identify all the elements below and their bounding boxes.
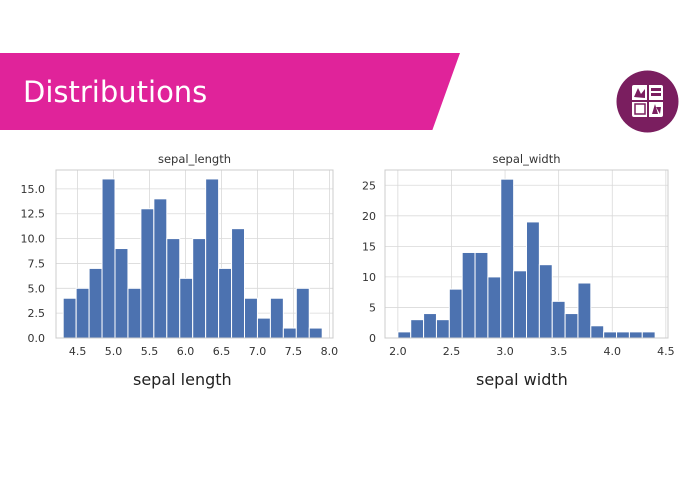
chart-title: sepal_length (158, 152, 231, 166)
sepal-length-caption: sepal length (133, 370, 232, 389)
histogram-bar (410, 319, 425, 339)
sepal-width-caption: sepal width (476, 370, 568, 389)
histogram-bar (448, 288, 463, 339)
histogram-bar (127, 287, 142, 339)
y-tick-label: 15 (362, 240, 376, 253)
histogram-bar (423, 313, 437, 339)
y-tick-label: 20 (362, 210, 376, 223)
x-tick-label: 4.5 (69, 345, 87, 358)
x-tick-label: 4.5 (657, 345, 675, 358)
x-tick-label: 3.0 (496, 345, 514, 358)
x-tick-label: 7.0 (249, 345, 267, 358)
title-banner (0, 53, 460, 130)
histogram-bar (244, 297, 258, 339)
x-tick-label: 5.0 (105, 345, 123, 358)
histogram-bar (474, 251, 489, 339)
histogram-bar (308, 327, 323, 339)
y-tick-label: 0.0 (28, 332, 46, 345)
histogram-bar (513, 270, 528, 339)
y-tick-label: 10 (362, 271, 376, 284)
histogram-bar (140, 208, 155, 339)
y-tick-label: 10.0 (21, 233, 46, 246)
histogram-bar (101, 178, 116, 339)
y-tick-label: 5 (369, 301, 376, 314)
histogram-bar (500, 178, 515, 339)
histogram-bar (603, 331, 618, 339)
x-tick-label: 5.5 (141, 345, 159, 358)
histogram-bar (526, 221, 540, 339)
y-tick-label: 7.5 (28, 257, 46, 270)
sepal-width-histogram: 0 5 10 15 20 25 2.0 2.5 3.0 3.5 4.0 4.5 sepal_width (362, 152, 675, 358)
histogram-bar (590, 325, 605, 339)
y-tick-label: 12.5 (21, 208, 46, 221)
plot-frame (384, 169, 669, 339)
university-crest-icon (616, 70, 679, 133)
x-tick-label: 2.0 (389, 345, 407, 358)
histogram-bar (62, 297, 77, 339)
x-tick-label: 3.5 (550, 345, 568, 358)
x-tick-label: 7.5 (285, 345, 303, 358)
y-tick-label: 15.0 (21, 183, 46, 196)
histogram-bar (153, 198, 168, 339)
histogram-bar (397, 331, 412, 339)
histogram-bar (538, 264, 553, 339)
histogram-bar (75, 287, 90, 339)
x-tick-label: 6.5 (213, 345, 231, 358)
x-tick-label: 4.0 (604, 345, 622, 358)
y-tick-label: 2.5 (28, 307, 46, 320)
x-tick-label: 2.5 (443, 345, 461, 358)
histogram-bar (192, 238, 207, 339)
histogram-bar (114, 248, 129, 339)
histogram-bar (231, 228, 246, 339)
histogram-bar (461, 251, 476, 339)
histogram-bar (256, 317, 271, 339)
histogram-bar (577, 282, 592, 339)
histogram-bar (641, 331, 656, 339)
histogram-bar (435, 319, 450, 339)
histogram-bar (269, 297, 284, 339)
sepal-length-histogram: 0.0 2.5 5.0 7.5 10.0 12.5 15.0 4.5 5.0 5.5 6.0 6.5 7… (21, 152, 339, 358)
histogram-bar (282, 327, 297, 339)
histogram-bar (205, 178, 220, 339)
histogram-bar (487, 276, 502, 339)
slide-title: Distributions (23, 75, 208, 109)
histogram-bar (179, 277, 194, 339)
histogram-bar (628, 331, 643, 339)
histogram-bar (295, 287, 310, 339)
histogram-bar (551, 300, 566, 339)
plot-frame (55, 169, 334, 339)
x-tick-label: 8.0 (321, 345, 339, 358)
histogram-bar (88, 267, 103, 339)
histogram-bar (218, 267, 233, 339)
y-tick-label: 5.0 (28, 282, 46, 295)
histogram-bar (616, 331, 630, 339)
y-tick-label: 0 (369, 332, 376, 345)
y-tick-label: 25 (362, 179, 376, 192)
x-tick-label: 6.0 (177, 345, 195, 358)
histogram-bar (166, 238, 181, 339)
histogram-bar (564, 313, 579, 339)
chart-title: sepal_width (492, 152, 560, 166)
